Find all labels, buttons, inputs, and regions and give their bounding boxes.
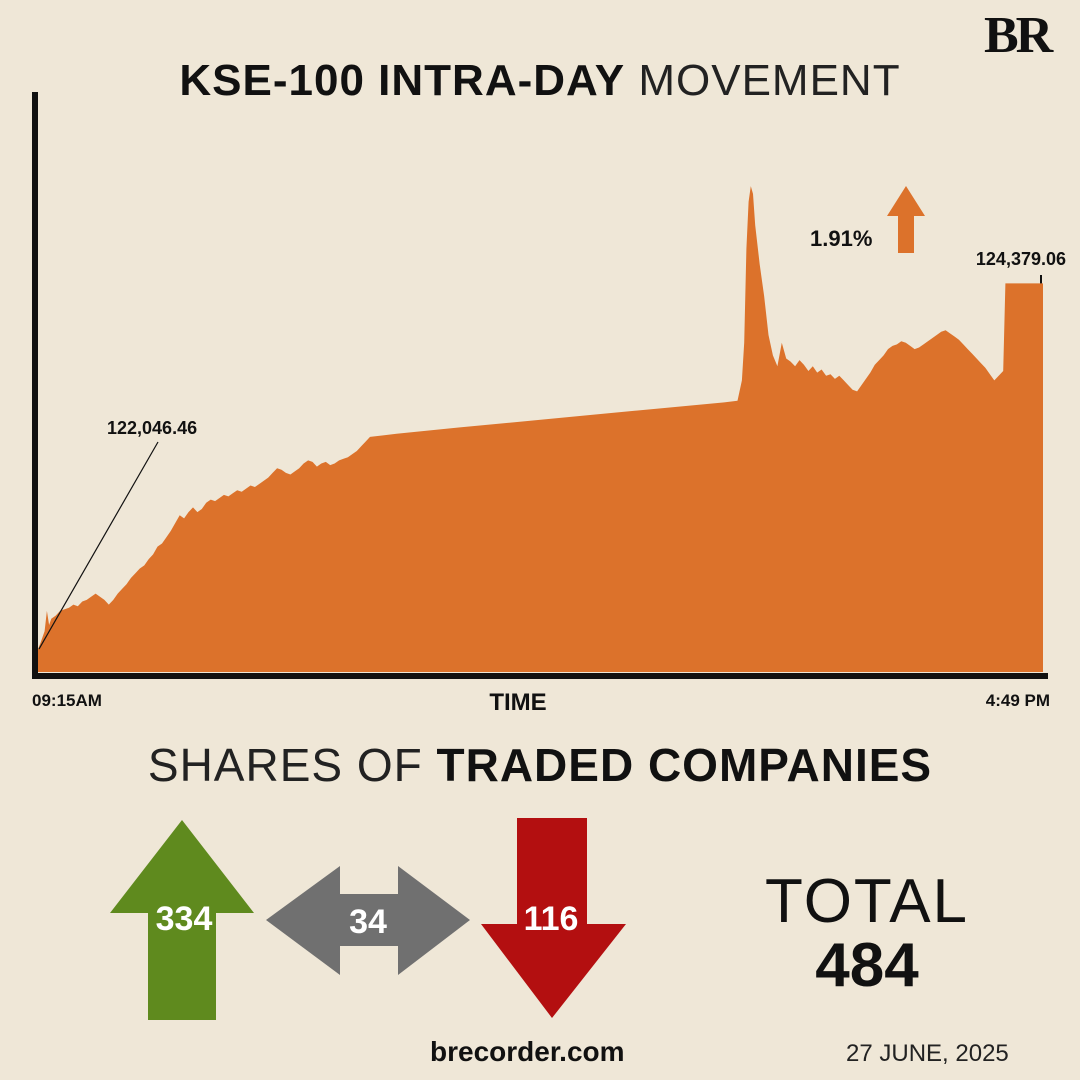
x-axis-title: TIME	[489, 689, 546, 716]
unchanged-indicator: 34	[266, 866, 470, 975]
advances-up-arrow-icon	[110, 820, 254, 1020]
chart-title-light: MOVEMENT	[638, 56, 901, 105]
open-leader-line	[38, 441, 159, 650]
breadth-title-light: SHARES OF	[147, 739, 423, 791]
close-value-label: 124,379.06	[976, 249, 1066, 269]
chart-title: KSE-100 INTRA-DAY MOVEMENT	[0, 56, 1080, 106]
unchanged-count: 34	[349, 903, 387, 941]
declines-down-arrow-icon	[481, 818, 626, 1018]
declines-count: 116	[524, 900, 579, 938]
advances-count: 334	[156, 900, 213, 938]
website-url: brecorder.com	[430, 1036, 625, 1067]
total-value: 484	[815, 931, 919, 1000]
total-label: TOTAL	[764, 867, 970, 936]
index-area	[38, 186, 1043, 672]
br-logo: BR	[984, 7, 1053, 64]
breadth-title-bold: TRADED COMPANIES	[436, 739, 933, 791]
chart-title-bold: KSE-100 INTRA-DAY	[179, 56, 626, 105]
report-date: 27 JUNE, 2025	[846, 1040, 1009, 1067]
x-end-label: 4:49 PM	[986, 691, 1050, 710]
x-start-label: 09:15AM	[32, 691, 102, 710]
change-percent-label: 1.91%	[810, 226, 872, 251]
change-up-arrow-icon	[887, 186, 925, 253]
advances-indicator: 334	[110, 820, 254, 1020]
open-value-label: 122,046.46	[107, 418, 197, 438]
declines-indicator: 116	[481, 818, 626, 1018]
unchanged-double-arrow-icon	[266, 866, 470, 975]
breadth-title: SHARES OF TRADED COMPANIES	[0, 738, 1080, 792]
